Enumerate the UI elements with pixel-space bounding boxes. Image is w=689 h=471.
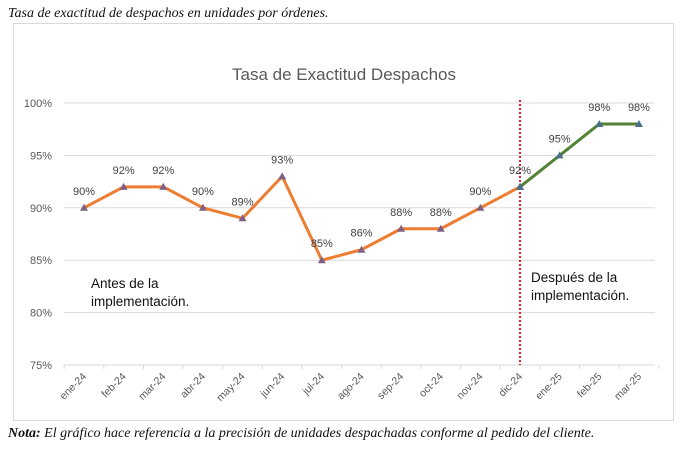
data-point-marker xyxy=(278,172,287,180)
data-point-marker xyxy=(119,182,128,190)
data-point-marker xyxy=(80,203,88,211)
x-tick-label: ene-25 xyxy=(533,371,565,403)
data-point-marker xyxy=(476,203,485,211)
series-line xyxy=(83,174,521,262)
data-label: 92% xyxy=(152,165,174,177)
x-tick-label: jun-24 xyxy=(257,371,287,401)
x-tick-label: ene-24 xyxy=(58,371,90,403)
data-point-marker xyxy=(238,214,247,222)
x-tick-label: oct-24 xyxy=(417,371,446,400)
gridlines xyxy=(64,102,655,366)
y-tick-label: 90% xyxy=(30,203,52,215)
series-line xyxy=(519,122,639,189)
y-tick-label: 100% xyxy=(24,98,52,110)
chart-frame xyxy=(13,23,674,421)
x-tick-label: mar-25 xyxy=(612,371,644,403)
data-label: 90% xyxy=(469,186,491,198)
y-axis-ticks: 75% 80% 85% 90% 95% 100% xyxy=(24,98,52,372)
x-tick-label: feb-25 xyxy=(575,371,605,401)
data-label: 98% xyxy=(588,102,610,114)
data-point-marker xyxy=(436,224,445,232)
x-axis: ene-24 feb-24 mar-24 abr-24 may-24 jun-24 jul-… xyxy=(58,365,660,404)
y-tick-label: 80% xyxy=(30,308,52,320)
data-label: 88% xyxy=(390,207,412,219)
x-tick-label: may-24 xyxy=(214,371,247,404)
data-point-marker xyxy=(595,119,604,127)
data-label: 90% xyxy=(192,186,214,198)
y-tick-label: 75% xyxy=(30,360,52,372)
data-point-marker xyxy=(634,119,643,127)
data-label: 92% xyxy=(113,165,135,177)
data-label: 88% xyxy=(430,207,452,219)
data-label: 92% xyxy=(509,165,531,177)
annotation-text: Después de la xyxy=(531,270,618,285)
data-point-marker xyxy=(317,256,326,264)
chart-title: Tasa de Exactitud Despachos xyxy=(232,65,456,84)
x-tick-label: sep-24 xyxy=(375,371,406,402)
data-point-marker xyxy=(555,151,564,159)
data-label: 86% xyxy=(350,228,372,240)
data-label: 98% xyxy=(628,102,650,114)
y-tick-label: 85% xyxy=(30,255,52,267)
annotation-text: Antes de la xyxy=(91,276,159,291)
data-label: 95% xyxy=(549,133,571,145)
x-tick-label: nov-24 xyxy=(454,371,485,402)
figure-note: Nota: El gráfico hace referencia a la pr… xyxy=(8,424,688,443)
x-tick-label: mar-24 xyxy=(136,371,168,403)
x-tick-label: feb-24 xyxy=(99,371,129,401)
note-text: El gráfico hace referencia a la precisió… xyxy=(40,426,595,441)
data-point-marker xyxy=(159,182,168,190)
data-point-marker xyxy=(357,245,366,253)
data-point-marker xyxy=(397,224,406,232)
data-label: 89% xyxy=(232,196,254,208)
annotations: Antes de la implementación. Después de la i… xyxy=(91,270,629,309)
series-markers xyxy=(80,119,643,264)
data-label: 93% xyxy=(271,154,293,166)
data-point-marker xyxy=(198,203,207,211)
data-labels: 90% 92% 92% 90% 89% 93% 85% 86% 88% 88% 90% 92% 95% 9… xyxy=(73,102,650,250)
series-lines xyxy=(83,122,639,262)
x-tick-label: jul-24 xyxy=(300,371,327,398)
y-tick-label: 95% xyxy=(30,150,52,162)
annotation-text: implementación. xyxy=(531,288,629,303)
x-tick-label: ago-24 xyxy=(335,371,367,403)
data-label: 90% xyxy=(73,186,95,198)
x-tick-label: abr-24 xyxy=(178,371,208,401)
x-tick-label: dic-24 xyxy=(496,371,525,400)
data-point-marker xyxy=(516,182,525,190)
annotation-text: implementación. xyxy=(91,294,189,309)
note-label: Nota: xyxy=(8,426,41,441)
data-label: 85% xyxy=(311,238,333,250)
figure-caption: Tasa de exactitud de despachos en unidad… xyxy=(8,6,329,21)
